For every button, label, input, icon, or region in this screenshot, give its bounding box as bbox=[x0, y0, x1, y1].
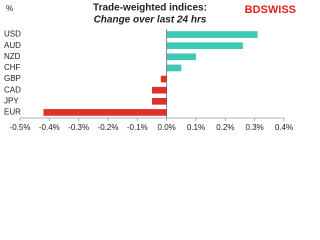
unit-label: % bbox=[6, 4, 13, 13]
x-tick-label: -0.2% bbox=[98, 123, 119, 132]
x-tick-label: 0.2% bbox=[216, 123, 234, 132]
bar bbox=[160, 75, 167, 83]
bar bbox=[166, 53, 196, 61]
y-tick-label: AUD bbox=[4, 41, 21, 50]
x-tick-label: 0.1% bbox=[187, 123, 205, 132]
bar bbox=[152, 86, 167, 94]
x-tick-label: -0.5% bbox=[10, 123, 31, 132]
y-tick-label: USD bbox=[4, 30, 21, 39]
x-tick-label: 0.0% bbox=[158, 123, 176, 132]
y-tick-label: EUR bbox=[4, 108, 21, 117]
logo: BDSWISS bbox=[245, 4, 296, 16]
bar bbox=[152, 97, 167, 105]
x-tick-label: -0.1% bbox=[127, 123, 148, 132]
y-tick-label: CAD bbox=[4, 85, 21, 94]
x-tick-label: 0.3% bbox=[246, 123, 264, 132]
x-tick-label: 0.4% bbox=[275, 123, 293, 132]
chart-subtitle: Change over last 24 hrs bbox=[94, 15, 207, 26]
chart-title: Trade-weighted indices: bbox=[93, 3, 207, 14]
chart: % Trade-weighted indices: Change over la… bbox=[4, 3, 296, 132]
y-tick-label: JPY bbox=[4, 96, 19, 105]
x-tick-label: -0.3% bbox=[68, 123, 89, 132]
bar bbox=[166, 42, 243, 50]
y-tick-label: GBP bbox=[4, 74, 21, 83]
y-tick-label: NZD bbox=[4, 52, 21, 61]
y-tick-label: CHF bbox=[4, 63, 21, 72]
bar bbox=[43, 109, 167, 116]
bar bbox=[166, 31, 258, 38]
x-tick-label: -0.4% bbox=[39, 123, 60, 132]
bar bbox=[166, 64, 182, 72]
